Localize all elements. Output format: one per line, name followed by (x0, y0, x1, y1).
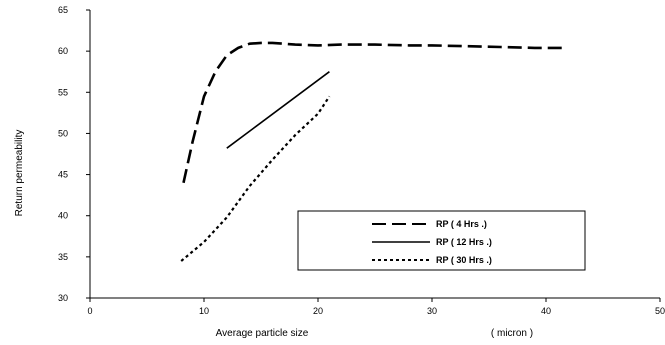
y-tick-label: 55 (58, 87, 68, 97)
y-tick-label: 35 (58, 252, 68, 262)
y-tick-label: 30 (58, 293, 68, 303)
y-tick-label: 65 (58, 5, 68, 15)
y-tick-label: 60 (58, 46, 68, 56)
y-tick-label: 40 (58, 211, 68, 221)
x-tick-label: 30 (427, 306, 437, 316)
legend-label-1: RP ( 4 Hrs .) (436, 219, 487, 229)
x-tick-label: 0 (87, 306, 92, 316)
y-tick-label: 50 (58, 128, 68, 138)
x-tick-label: 10 (199, 306, 209, 316)
series-layer (180, 41, 564, 262)
x-axis-title: Average particle size (216, 328, 309, 339)
y-axis-title: Return permeability (14, 130, 25, 217)
legend-label-3: RP ( 30 Hrs .) (436, 255, 492, 265)
legend: RP ( 4 Hrs .) RP ( 12 Hrs .) RP ( 30 Hrs .… (297, 210, 586, 271)
x-tick-label: 20 (313, 306, 323, 316)
series-line-2 (226, 71, 330, 149)
axes: 30 35 40 45 50 55 60 65 0 10 20 30 40 50 (58, 5, 665, 316)
y-tick-label: 45 (58, 170, 68, 180)
x-tick-label: 40 (541, 306, 551, 316)
legend-box (297, 210, 586, 271)
series-line-1 (182, 41, 564, 184)
x-axis-unit: ( micron ) (491, 328, 533, 339)
legend-label-2: RP ( 12 Hrs .) (436, 237, 492, 247)
x-tick-label: 50 (655, 306, 665, 316)
